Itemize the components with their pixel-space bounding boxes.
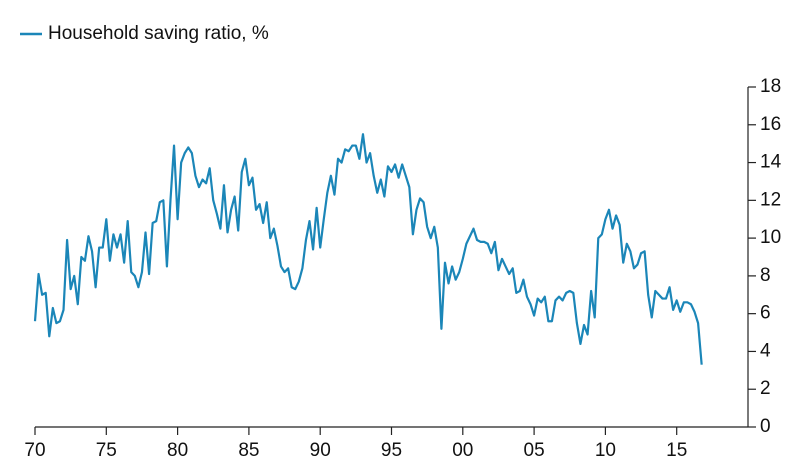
x-tick-label: 95 <box>381 440 402 461</box>
x-tick-label: 75 <box>96 440 117 461</box>
y-tick-label: 8 <box>760 265 771 286</box>
y-tick-label: 2 <box>760 378 771 399</box>
y-tick-label: 16 <box>760 114 781 135</box>
y-tick-label: 0 <box>760 416 771 437</box>
y-tick-label: 4 <box>760 340 771 361</box>
legend-label: Household saving ratio, % <box>48 23 269 44</box>
x-tick-label: 05 <box>524 440 545 461</box>
y-tick-label: 10 <box>760 227 781 248</box>
y-tick-label: 18 <box>760 76 781 97</box>
x-tick-label: 80 <box>167 440 188 461</box>
data-line <box>33 133 703 365</box>
y-tick-label: 6 <box>760 303 771 324</box>
y-tick-label: 14 <box>760 152 782 173</box>
x-tick-label: 10 <box>595 440 616 461</box>
x-tick-label: 90 <box>310 440 331 461</box>
y-tick-label: 12 <box>760 189 781 210</box>
x-tick-label: 85 <box>238 440 259 461</box>
x-tick-label: 00 <box>452 440 473 461</box>
x-tick-label: 15 <box>666 440 687 461</box>
x-tick-label: 70 <box>24 440 45 461</box>
